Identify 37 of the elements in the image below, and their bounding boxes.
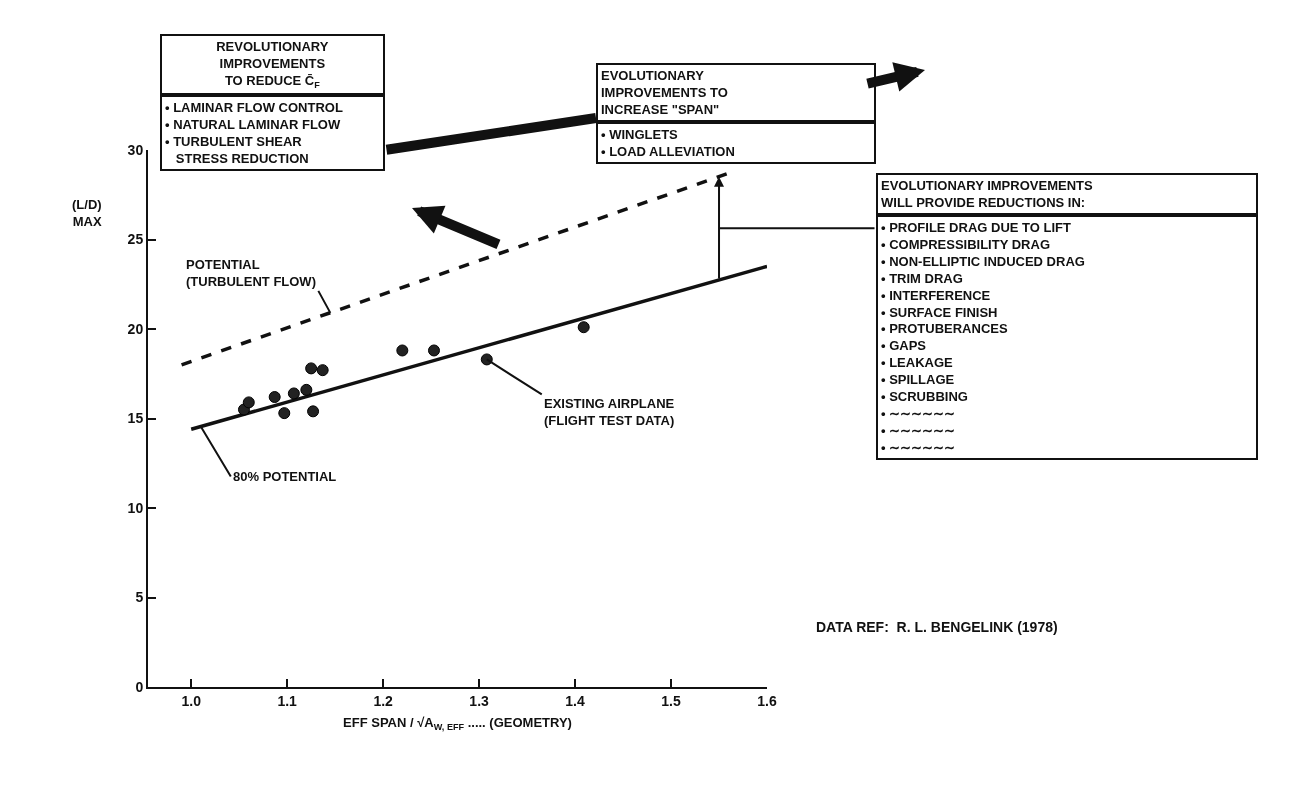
annotation: • LAMINAR FLOW CONTROL • NATURAL LAMINAR FLOW • TURBULENT SHEAR STRESS REDUCTION xyxy=(165,100,343,166)
text: DATA REF: R. L. BENGELINK (1978) xyxy=(816,619,1058,635)
x-tick-label: 1.4 xyxy=(565,692,585,709)
point xyxy=(316,364,329,377)
annotation: 80% POTENTIAL xyxy=(233,469,337,484)
x-axis-title: EFF SPAN / √A$_{W, EFF}$ ..... (GEOMETRY) xyxy=(343,714,572,732)
point xyxy=(427,344,440,357)
y-axis-title: (L/D) MAX xyxy=(72,197,102,229)
y-tick-label: 30 xyxy=(127,141,144,158)
point xyxy=(305,362,318,375)
x-tick-label: 1.6 xyxy=(757,692,777,709)
point xyxy=(577,321,590,334)
x-tick-label: 1.3 xyxy=(469,692,490,709)
point xyxy=(268,391,281,404)
point xyxy=(396,344,409,357)
y-tick-label: 5 xyxy=(135,589,144,606)
y-tick-label: 15 xyxy=(127,410,144,427)
y-tick-label: 25 xyxy=(127,231,144,248)
annotation: EXISTING AIRPLANE (FLIGHT TEST DATA) xyxy=(544,396,675,428)
x-tick-label: 1.1 xyxy=(277,692,298,709)
x-tick-label: 1.2 xyxy=(373,692,394,709)
point xyxy=(242,396,255,409)
point xyxy=(300,383,313,396)
text: REVOLUTIONARY IMPROVEMENTS TO REDUCE C̄$_{F}$ xyxy=(216,39,329,90)
point xyxy=(287,387,300,400)
y-tick-label: 0 xyxy=(135,678,144,695)
annotation: • WINGLETS • LOAD ALLEVIATION xyxy=(601,127,735,159)
annotation: POTENTIAL (TURBULENT FLOW) xyxy=(186,257,316,289)
y-tick-label: 20 xyxy=(127,320,144,337)
point xyxy=(278,407,291,420)
point xyxy=(307,405,320,418)
text: EVOLUTIONARY IMPROVEMENTS WILL PROVIDE REDUCTIONS IN: xyxy=(881,178,1093,210)
y-tick-label: 10 xyxy=(127,499,144,516)
text: • PROFILE DRAG DUE TO LIFT • COMPRESSIBILITY DRAG • NON-ELLIPTIC INDUCED DRAG • TRIM DRAG • INTERFERENCE • SURFACE FINISH • PROTUBERANCES • GAPS • LEAKAGE • SPILLAGE • SCRUBBING • ∼∼∼∼∼∼ • ∼∼∼∼∼∼ • ∼∼∼∼∼∼ xyxy=(881,220,1085,455)
x-tick-label: 1.5 xyxy=(661,692,681,709)
text: EVOLUTIONARY IMPROVEMENTS TO INCREASE "SPAN" xyxy=(601,68,728,117)
x-tick-label: 1.0 xyxy=(181,692,202,709)
